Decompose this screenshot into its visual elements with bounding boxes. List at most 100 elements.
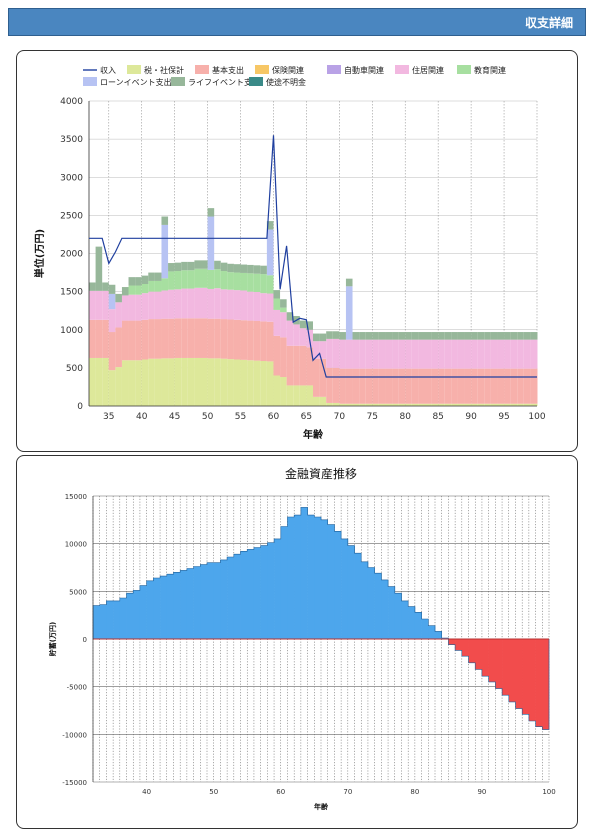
y-tick-label: 0 (77, 402, 83, 412)
stack-segment (233, 272, 241, 291)
stack-segment (411, 403, 419, 406)
asset-bar (126, 593, 134, 639)
asset-bar (481, 639, 489, 677)
stack-segment (490, 339, 498, 369)
stack-segment (220, 262, 228, 272)
asset-bars (93, 507, 550, 730)
asset-bar (267, 542, 275, 639)
asset-bar (213, 562, 221, 639)
stack-segment (108, 309, 116, 333)
stack-segment (431, 368, 439, 404)
stack-segment (201, 260, 208, 269)
stack-segment (359, 332, 366, 340)
stack-segment (444, 339, 452, 369)
asset-bar (448, 639, 456, 645)
stack-segment (108, 370, 116, 406)
stack-segment (523, 339, 531, 369)
stack-segment (398, 332, 406, 340)
x-tick-label: 60 (268, 412, 280, 422)
asset-bar (247, 549, 255, 639)
stack-segment (260, 321, 267, 362)
x-tick-label: 65 (301, 412, 312, 422)
asset-bar (347, 545, 355, 639)
series-loan_event (108, 216, 353, 340)
asset-bar (260, 545, 268, 639)
legend-swatch (255, 65, 269, 74)
stack-segment (457, 339, 465, 369)
asset-bar (522, 639, 530, 715)
asset-bar (461, 639, 469, 657)
asset-bar (186, 568, 194, 639)
stack-segment (484, 368, 491, 404)
stack-segment (299, 328, 307, 346)
stack-segment (187, 261, 195, 271)
stack-segment (517, 339, 524, 369)
stack-segment (497, 403, 505, 406)
asset-bar (99, 604, 107, 639)
stack-segment (168, 358, 175, 406)
stack-segment (345, 339, 353, 369)
stack-segment (194, 268, 201, 288)
stack-segment (240, 320, 248, 360)
stack-segment (451, 368, 458, 404)
stack-segment (504, 368, 511, 404)
y-tick-label: -15000 (62, 779, 87, 787)
asset-bar (139, 585, 147, 639)
stack-segment (530, 368, 537, 404)
stack-segment (398, 339, 406, 369)
stack-segment (154, 319, 162, 359)
series-basic (89, 318, 538, 404)
stack-segment (194, 287, 201, 319)
income-line (89, 135, 537, 378)
asset-bar (274, 538, 282, 639)
stack-segment (339, 332, 346, 340)
stack-segment (108, 293, 116, 310)
legend-label: 収入 (100, 65, 116, 75)
stack-segment (247, 320, 254, 361)
legend-label: 税・社保計 (144, 65, 184, 75)
stack-segment (359, 339, 366, 369)
asset-outline (92, 507, 550, 730)
stack-segment (313, 341, 320, 359)
asset-bar (341, 538, 349, 639)
stack-segment (510, 403, 518, 406)
x-tick-label: 60 (276, 788, 285, 796)
asset-bar (367, 567, 375, 639)
stack-segment (365, 368, 373, 404)
stack-segment (444, 403, 452, 406)
stack-segment (365, 332, 373, 340)
stack-segment (405, 368, 412, 404)
stack-segment (345, 278, 353, 287)
stack-segment (431, 403, 439, 406)
stack-segment (207, 208, 215, 217)
stack-segment (425, 403, 432, 406)
legend-label: ライフイベント支出 (188, 77, 260, 87)
stack-segment (154, 291, 162, 320)
legend-swatch (195, 65, 209, 74)
stack-segment (537, 339, 538, 369)
x-tick-label: 90 (465, 412, 477, 422)
x-tick-label: 50 (209, 788, 218, 796)
stack-segment (451, 403, 458, 406)
stack-segment (510, 368, 518, 404)
asset-bar (180, 570, 188, 639)
stack-segment (174, 289, 182, 319)
stack-segment (273, 309, 281, 336)
stack-segment (194, 260, 201, 269)
x-axis-label: 年齢 (314, 802, 329, 811)
asset-bar (475, 639, 483, 670)
asset-bar (502, 639, 510, 696)
stack-segment (451, 332, 458, 340)
legend-swatch (83, 77, 97, 86)
stack-segment (398, 403, 406, 406)
stack-segment (108, 332, 116, 371)
y-tick-label: 500 (66, 364, 83, 374)
y-tick-label: -5000 (67, 684, 87, 692)
asset-bar (146, 580, 154, 639)
stack-segment (438, 368, 445, 404)
stack-segment (214, 318, 221, 359)
stack-segment (438, 339, 445, 369)
stack-segment (378, 339, 386, 369)
stack-segment (128, 277, 136, 286)
asset-bar (354, 553, 362, 639)
